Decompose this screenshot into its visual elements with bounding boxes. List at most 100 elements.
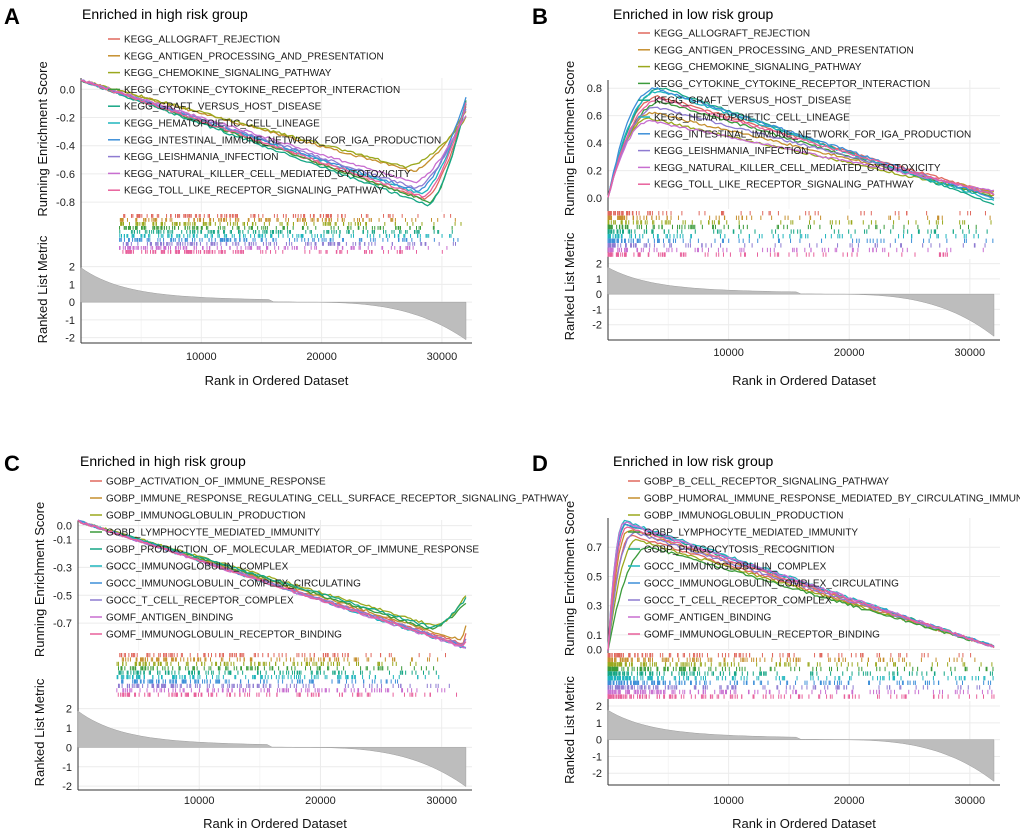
legend-entry-8: GOMF_ANTIGEN_BINDING <box>644 613 771 624</box>
legend-entry-2: GOBP_IMMUNOGLOBULIN_PRODUCTION <box>106 511 305 522</box>
legend-entry-7: GOCC_T_CELL_RECEPTOR_COMPLEX <box>106 596 294 607</box>
rank-tick-label-4: -2 <box>592 320 602 332</box>
legend-entry-1: KEGG_ANTIGEN_PROCESSING_AND_PRESENTATION <box>124 51 384 62</box>
legend-entry-6: GOCC_IMMUNOGLOBULIN_COMPLEX_CIRCULATING <box>644 579 899 590</box>
es-tick-label-2: 0.4 <box>587 138 602 150</box>
legend-entry-7: GOCC_T_CELL_RECEPTOR_COMPLEX <box>644 596 832 607</box>
es-curve-9 <box>607 97 995 198</box>
es-tick-label-4: -0.7 <box>53 618 72 630</box>
y-axis-title-rank: Ranked List Metric <box>32 678 47 786</box>
x-axis-title: Rank in Ordered Dataset <box>732 816 876 829</box>
legend-entry-6: KEGG_INTESTINAL_IMMUNE_NETWORK_FOR_IGA_P… <box>654 129 971 140</box>
legend-entry-0: KEGG_ALLOGRAFT_REJECTION <box>124 35 280 46</box>
es-tick-label-4: 0.0 <box>587 645 602 657</box>
x-tick-label-1: 20000 <box>834 347 865 359</box>
es-curve-3 <box>607 546 995 651</box>
rank-tick-label-1: 1 <box>69 279 75 291</box>
x-tick-label-2: 30000 <box>427 351 458 363</box>
es-tick-label-3: -0.6 <box>56 169 75 181</box>
legend-entry-6: KEGG_INTESTINAL_IMMUNE_NETWORK_FOR_IGA_P… <box>124 135 441 146</box>
es-curve-8 <box>607 119 995 198</box>
panel-a-letter: A <box>4 4 20 29</box>
es-curve-9 <box>607 526 995 651</box>
x-tick-label-2: 30000 <box>426 795 457 807</box>
legend-entry-8: KEGG_NATURAL_KILLER_CELL_MEDIATED_CYTOTO… <box>654 163 941 174</box>
y-axis-title-rank: Ranked List Metric <box>562 676 577 784</box>
ranked-metric-area <box>607 709 995 782</box>
legend-entry-0: GOBP_ACTIVATION_OF_IMMUNE_RESPONSE <box>106 477 326 488</box>
es-curve-2 <box>607 538 995 651</box>
es-tick-label-1: -0.1 <box>53 535 72 547</box>
legend-entry-1: GOBP_IMMUNE_RESPONSE_REGULATING_CELL_SUR… <box>106 494 569 505</box>
legend-entry-2: GOBP_IMMUNOGLOBULIN_PRODUCTION <box>644 511 843 522</box>
rank-tick-label-1: 1 <box>596 274 602 286</box>
panel-a: A Enriched in high risk group 0.0 -0.2 -0.4 -… <box>4 4 472 388</box>
panel-b: B Enriched in low risk group 0.8 0.6 0.4 0.2 0… <box>532 4 1000 388</box>
legend-entry-9: GOMF_IMMUNOGLOBULIN_RECEPTOR_BINDING <box>106 630 342 641</box>
es-curve-2 <box>77 519 467 627</box>
legend-entry-3: GOBP_LYMPHOCYTE_MEDIATED_IMMUNITY <box>106 528 320 539</box>
x-tick-label-0: 10000 <box>713 347 744 359</box>
x-tick-label-0: 10000 <box>713 795 744 807</box>
x-tick-label-1: 20000 <box>834 795 865 807</box>
es-tick-label-2: -0.3 <box>53 562 72 574</box>
x-tick-label-0: 10000 <box>184 795 215 807</box>
y-axis-title-es: Running Enrichment Score <box>562 501 577 656</box>
es-tick-label-3: 0.2 <box>587 166 602 178</box>
y-axis-title-es: Running Enrichment Score <box>32 502 47 657</box>
rank-tick-label-3: -1 <box>65 315 75 327</box>
legend-entry-2: KEGG_CHEMOKINE_SIGNALING_PATHWAY <box>654 62 862 73</box>
es-tick-label-2: -0.4 <box>56 141 75 153</box>
legend-entry-4: GOBP_PHAGOCYTOSIS_RECOGNITION <box>644 545 834 556</box>
legend-entry-1: GOBP_HUMORAL_IMMUNE_RESPONSE_MEDIATED_BY… <box>644 494 1020 505</box>
rank-tick-label-0: 2 <box>66 704 72 716</box>
rank-tick-label-2: 0 <box>596 735 602 747</box>
es-tick-label-3: 0.1 <box>587 630 602 642</box>
es-tick-label-0: 0.0 <box>57 521 72 533</box>
legend-entry-5: GOCC_IMMUNOGLOBULIN_COMPLEX <box>106 562 289 573</box>
panel-b-letter: B <box>532 4 548 29</box>
legend-entry-6: GOCC_IMMUNOGLOBULIN_COMPLEX_CIRCULATING <box>106 579 361 590</box>
panel-c-letter: C <box>4 451 20 476</box>
es-curve-2 <box>80 79 467 169</box>
panel-c: C Enriched in high risk group 0.0 -0.1 -0.3 -… <box>4 451 569 829</box>
x-tick-label-1: 20000 <box>305 795 336 807</box>
rank-tick-label-2: 0 <box>596 289 602 301</box>
legend-entry-4: GOBP_PRODUCTION_OF_MOLECULAR_MEDIATOR_OF… <box>106 545 479 556</box>
y-axis-title-rank: Ranked List Metric <box>562 232 577 340</box>
es-curve-9 <box>77 519 467 646</box>
panel-d-letter: D <box>532 451 548 476</box>
ranked-metric-area <box>80 267 467 341</box>
rank-tick-label-3: -1 <box>62 762 72 774</box>
x-axis-title: Rank in Ordered Dataset <box>205 373 349 388</box>
es-tick-label-4: 0.0 <box>587 193 602 205</box>
legend-entry-0: KEGG_ALLOGRAFT_REJECTION <box>654 29 810 40</box>
legend-entry-5: KEGG_HEMATOPOIETIC_CELL_LINEAGE <box>654 113 850 124</box>
rank-tick-label-3: -1 <box>592 751 602 763</box>
y-axis-title-es: Running Enrichment Score <box>562 61 577 216</box>
es-tick-label-0: 0.7 <box>587 542 602 554</box>
legend-entry-2: KEGG_CHEMOKINE_SIGNALING_PATHWAY <box>124 68 332 79</box>
legend-entry-8: KEGG_NATURAL_KILLER_CELL_MEDIATED_CYTOTO… <box>124 169 411 180</box>
es-tick-label-0: 0.8 <box>587 83 602 95</box>
y-axis-title-es: Running Enrichment Score <box>35 61 50 216</box>
rank-tick-label-0: 2 <box>596 701 602 713</box>
y-axis-title-rank: Ranked List Metric <box>35 235 50 343</box>
es-curve-6 <box>80 79 467 192</box>
legend-entry-5: GOCC_IMMUNOGLOBULIN_COMPLEX <box>644 562 827 573</box>
rank-tick-label-3: -1 <box>592 304 602 316</box>
legend-entry-0: GOBP_B_CELL_RECEPTOR_SIGNALING_PATHWAY <box>644 477 889 488</box>
x-tick-label-1: 20000 <box>306 351 337 363</box>
rank-tick-label-2: 0 <box>66 742 72 754</box>
es-curve-7 <box>607 530 995 651</box>
legend-entry-1: KEGG_ANTIGEN_PROCESSING_AND_PRESENTATION <box>654 45 914 56</box>
panel-d: D Enriched in low risk group 0.7 0.5 0.3 0.1 0… <box>532 451 1020 829</box>
es-tick-label-1: 0.6 <box>587 111 602 123</box>
es-curve-4 <box>77 519 467 629</box>
rank-tick-label-1: 1 <box>66 723 72 735</box>
es-tick-label-1: 0.5 <box>587 571 602 583</box>
legend-entry-4: KEGG_GRAFT_VERSUS_HOST_DISEASE <box>124 102 322 113</box>
ranked-metric-area <box>607 267 995 337</box>
rank-tick-label-4: -2 <box>592 768 602 780</box>
